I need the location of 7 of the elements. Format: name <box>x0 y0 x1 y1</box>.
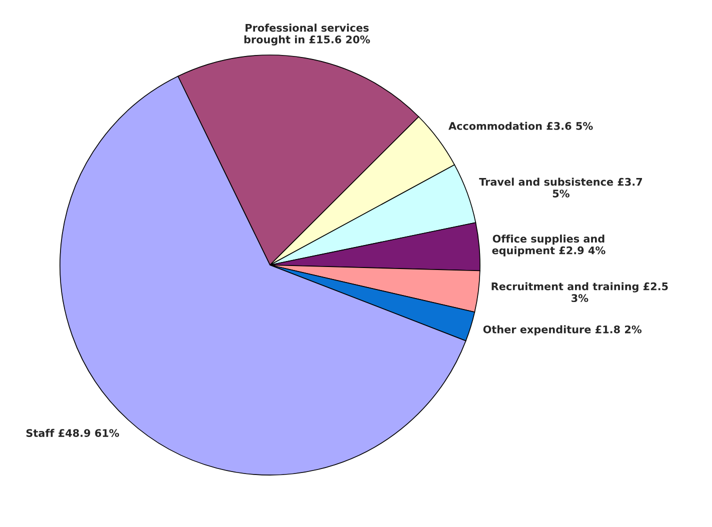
slice-label: Office supplies and equipment £2.9 4% <box>492 234 606 256</box>
slice-label: Other expenditure £1.8 2% <box>483 325 642 336</box>
slice-label: Staff £48.9 61% <box>26 428 120 437</box>
slice-label: Accommodation £3.6 5% <box>448 122 593 130</box>
slice-label: Professional services brought in £15.6 20% <box>244 24 370 46</box>
slice-label: Recruitment and training £2.5 3% <box>492 282 668 302</box>
slice-label: Travel and subsistence £3.7 5% <box>479 178 642 198</box>
